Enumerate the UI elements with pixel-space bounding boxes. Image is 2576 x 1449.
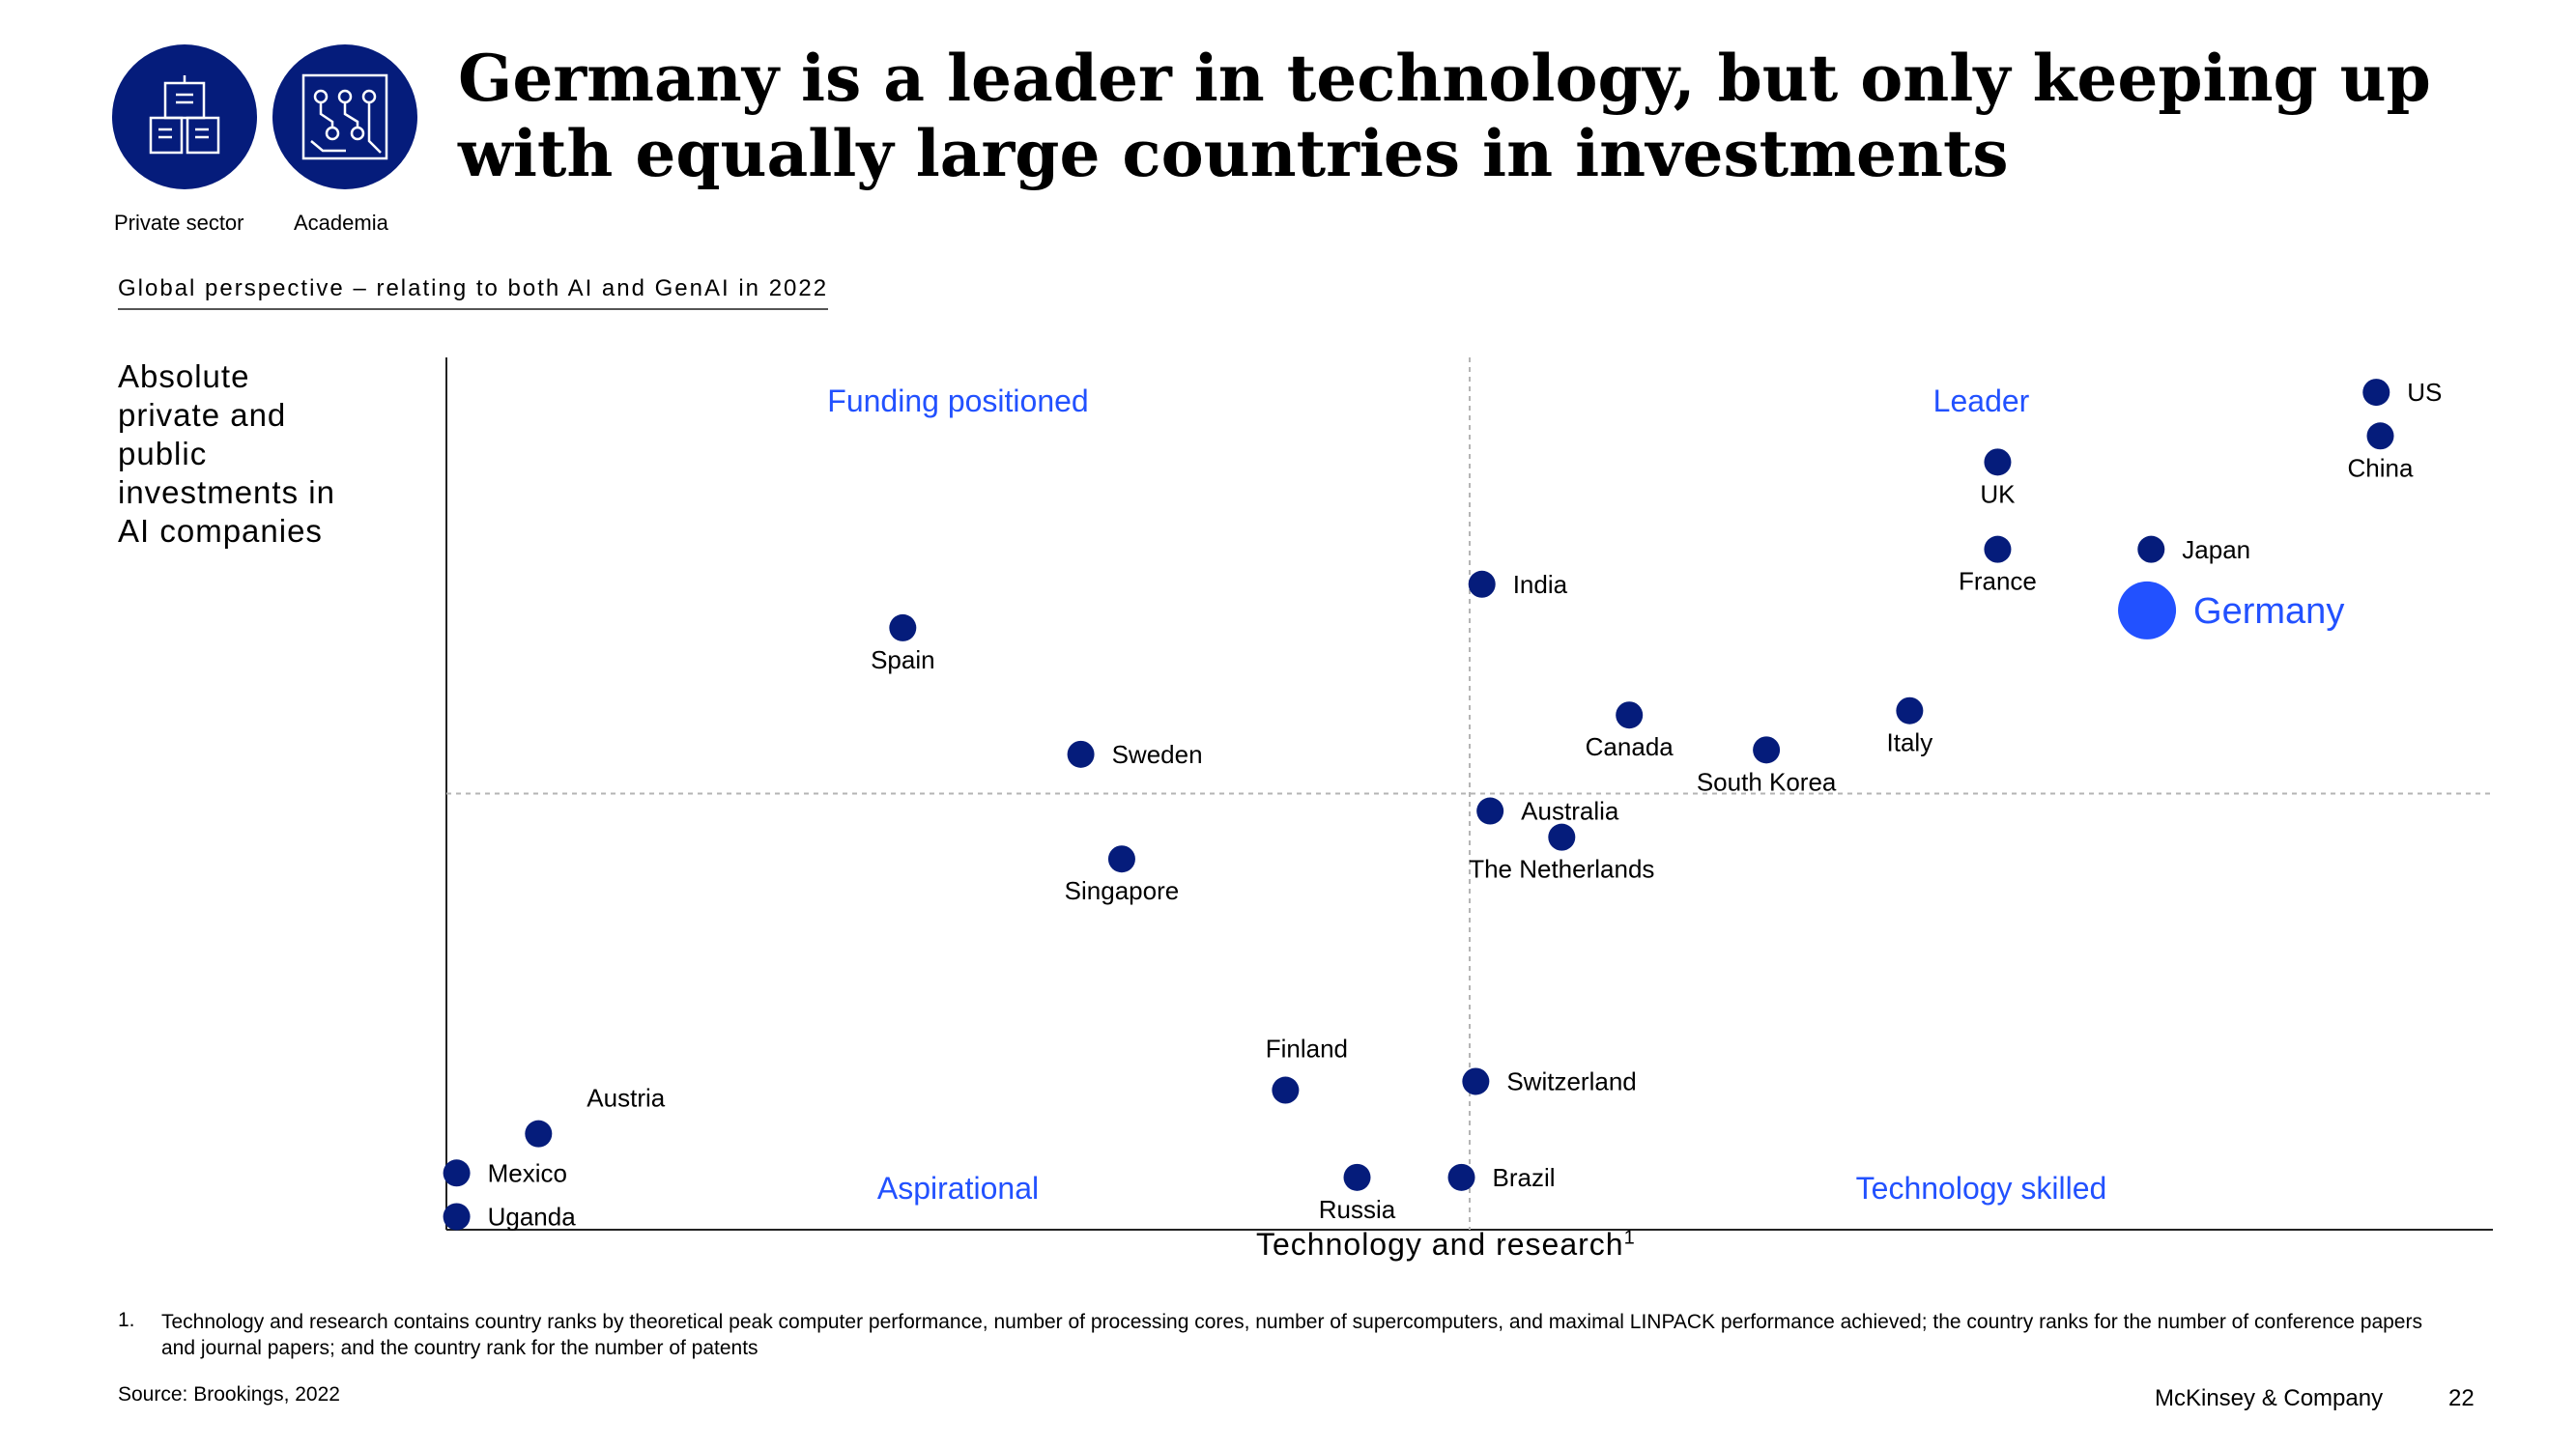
brand-name: McKinsey & Company: [2155, 1385, 2384, 1411]
point-label-france: France: [1959, 567, 2037, 596]
point-label-uganda: Uganda: [488, 1203, 577, 1232]
point-italy: [1896, 696, 1924, 724]
private-sector-badge: [112, 44, 257, 189]
point-label-canada: Canada: [1586, 732, 1674, 761]
quadrant-label-leader: Leader: [1933, 384, 2030, 418]
point-sweden: [1067, 740, 1095, 768]
point-austria: [525, 1120, 553, 1148]
point-singapore: [1107, 845, 1135, 873]
quadrant-label-technology-skilled: Technology skilled: [1856, 1171, 2107, 1206]
private-sector-label: Private sector: [114, 211, 244, 235]
point-label-south-korea: South Korea: [1697, 767, 1837, 796]
point-switzerland: [1462, 1067, 1490, 1095]
quadrant-label-funding-positioned: Funding positioned: [827, 384, 1088, 418]
point-label-china: China: [2348, 453, 2414, 482]
point-label-australia: Australia: [1521, 797, 1619, 826]
point-label-russia: Russia: [1319, 1195, 1396, 1224]
point-label-sweden: Sweden: [1112, 740, 1203, 769]
point-china: [2366, 422, 2394, 450]
point-japan: [2137, 535, 2165, 563]
point-label-italy: Italy: [1887, 728, 1933, 757]
point-label-brazil: Brazil: [1493, 1163, 1556, 1192]
point-label-finland: Finland: [1266, 1035, 1348, 1064]
y-axis-label: Absolute private and public investments …: [118, 358, 335, 549]
footnote-number: 1.: [118, 1309, 135, 1331]
point-india: [1468, 570, 1496, 598]
building-icon: [149, 75, 220, 155]
point-the-netherlands: [1548, 823, 1576, 851]
point-label-india: India: [1513, 570, 1568, 599]
point-label-uk: UK: [1980, 479, 2016, 508]
x-axis-label-text: Technology and research: [1256, 1227, 1624, 1262]
circuit-icon: [301, 73, 388, 160]
point-label-austria: Austria: [587, 1084, 665, 1113]
point-label-singapore: Singapore: [1065, 876, 1180, 905]
point-south-korea: [1753, 736, 1781, 764]
quadrant-label-aspirational: Aspirational: [877, 1171, 1039, 1206]
point-mexico: [443, 1159, 471, 1187]
point-spain: [889, 613, 917, 641]
point-uganda: [443, 1203, 471, 1231]
academia-label: Academia: [294, 211, 388, 235]
page-number: 22: [2448, 1385, 2475, 1411]
point-russia: [1343, 1163, 1371, 1191]
point-canada: [1616, 701, 1644, 729]
point-brazil: [1447, 1163, 1475, 1191]
source-note: Source: Brookings, 2022: [118, 1383, 340, 1406]
footnote-text: Technology and research contains country…: [161, 1311, 2422, 1359]
academia-badge: [272, 44, 417, 189]
point-australia: [1476, 797, 1504, 825]
point-label-japan: Japan: [2182, 535, 2250, 564]
point-label-the-netherlands: The Netherlands: [1469, 855, 1654, 884]
point-finland: [1272, 1076, 1300, 1104]
x-axis-label: Technology and research1: [1256, 1227, 1636, 1263]
point-germany: [2118, 581, 2177, 639]
point-label-mexico: Mexico: [488, 1158, 567, 1187]
point-label-us: US: [2407, 378, 2442, 407]
point-france: [1984, 535, 2012, 563]
x-axis-footnote-marker: 1: [1623, 1227, 1636, 1249]
page-title: Germany is a leader in technology, but o…: [458, 41, 2431, 191]
chart-subtitle: Global perspective – relating to both AI…: [118, 275, 829, 310]
point-label-switzerland: Switzerland: [1506, 1067, 1636, 1096]
point-label-germany: Germany: [2193, 591, 2344, 632]
point-uk: [1984, 448, 2012, 476]
point-label-spain: Spain: [871, 645, 935, 674]
point-us: [2362, 379, 2390, 407]
